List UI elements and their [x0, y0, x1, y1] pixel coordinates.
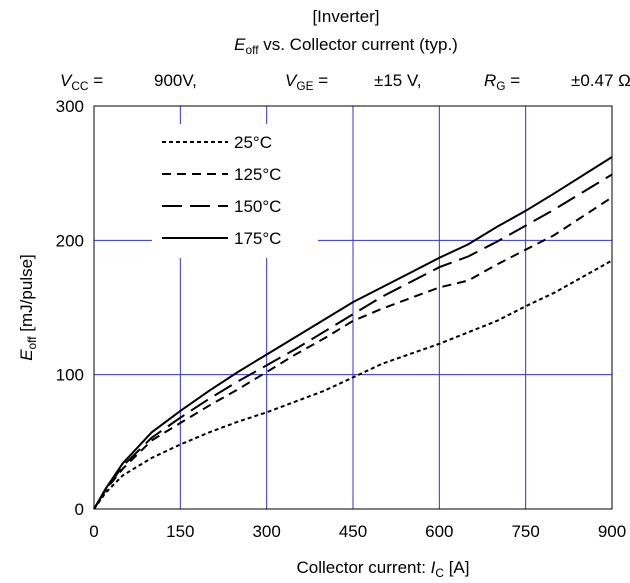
title-line-1: [Inverter]: [312, 7, 379, 26]
condition-value: ±0.47 Ω: [571, 71, 630, 90]
legend-label: 175°C: [234, 229, 281, 248]
y-tick-label: 100: [56, 366, 84, 385]
condition-label: VGE =: [285, 71, 328, 93]
x-tick-label: 750: [511, 522, 539, 541]
y-tick-label: 300: [56, 97, 84, 116]
x-tick-label: 0: [89, 522, 98, 541]
x-tick-label: 600: [425, 522, 453, 541]
x-tick-label: 900: [598, 522, 626, 541]
condition-value: 900V,: [154, 71, 197, 90]
y-tick-label: 200: [56, 231, 84, 250]
axis-labels: Collector current: IC [A] Eoff [mJ/pulse]: [17, 254, 470, 580]
series-line: [93, 259, 613, 510]
plot-frame: [93, 105, 613, 510]
x-axis-label: Collector current: IC [A]: [296, 558, 469, 580]
series-line: [93, 156, 613, 510]
x-tick-label: 150: [166, 522, 194, 541]
x-tick-label: 450: [339, 522, 367, 541]
y-axis: 0 100 200 300: [56, 97, 84, 519]
condition-value: ±15 V,: [374, 71, 421, 90]
legend: 25°C 125°C 150°C 175°C: [152, 124, 318, 258]
legend-label: 150°C: [234, 197, 281, 216]
series-lines: [93, 156, 613, 510]
legend-label: 125°C: [234, 165, 281, 184]
title-line-2: Eoff vs. Collector current (typ.): [234, 35, 458, 57]
condition-label: RG =: [484, 71, 520, 93]
x-tick-label: 300: [252, 522, 280, 541]
y-tick-label: 0: [75, 500, 84, 519]
legend-label: 25°C: [234, 133, 272, 152]
series-line: [93, 196, 613, 510]
series-line: [93, 173, 613, 510]
chart-title: [Inverter] Eoff vs. Collector current (ty…: [234, 7, 458, 57]
y-axis-label: Eoff [mJ/pulse]: [17, 254, 39, 361]
x-axis: 0 150 300 450 600 750 900: [89, 522, 626, 541]
test-conditions: VCC = 900V, VGE = ±15 V, RG = ±0.47 Ω: [60, 71, 630, 93]
legend-box: [152, 124, 318, 258]
condition-label: VCC =: [60, 71, 103, 93]
